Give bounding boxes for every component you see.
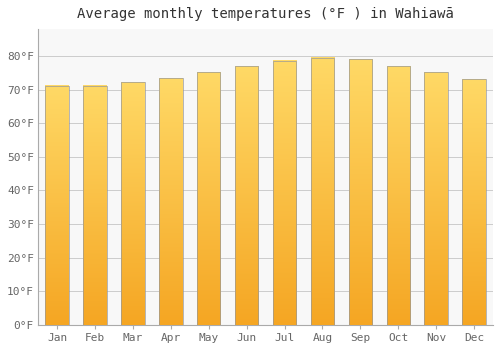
Bar <box>424 72 448 325</box>
Bar <box>83 85 106 325</box>
Bar <box>46 85 69 325</box>
Bar <box>348 59 372 325</box>
Bar <box>235 66 258 325</box>
Bar <box>197 72 220 325</box>
Bar <box>273 61 296 325</box>
Bar <box>310 58 334 325</box>
Bar <box>386 66 410 325</box>
Title: Average monthly temperatures (°F ) in Wahiawā: Average monthly temperatures (°F ) in Wa… <box>77 7 454 21</box>
Bar <box>462 79 486 325</box>
Bar <box>121 82 144 325</box>
Bar <box>159 78 182 325</box>
